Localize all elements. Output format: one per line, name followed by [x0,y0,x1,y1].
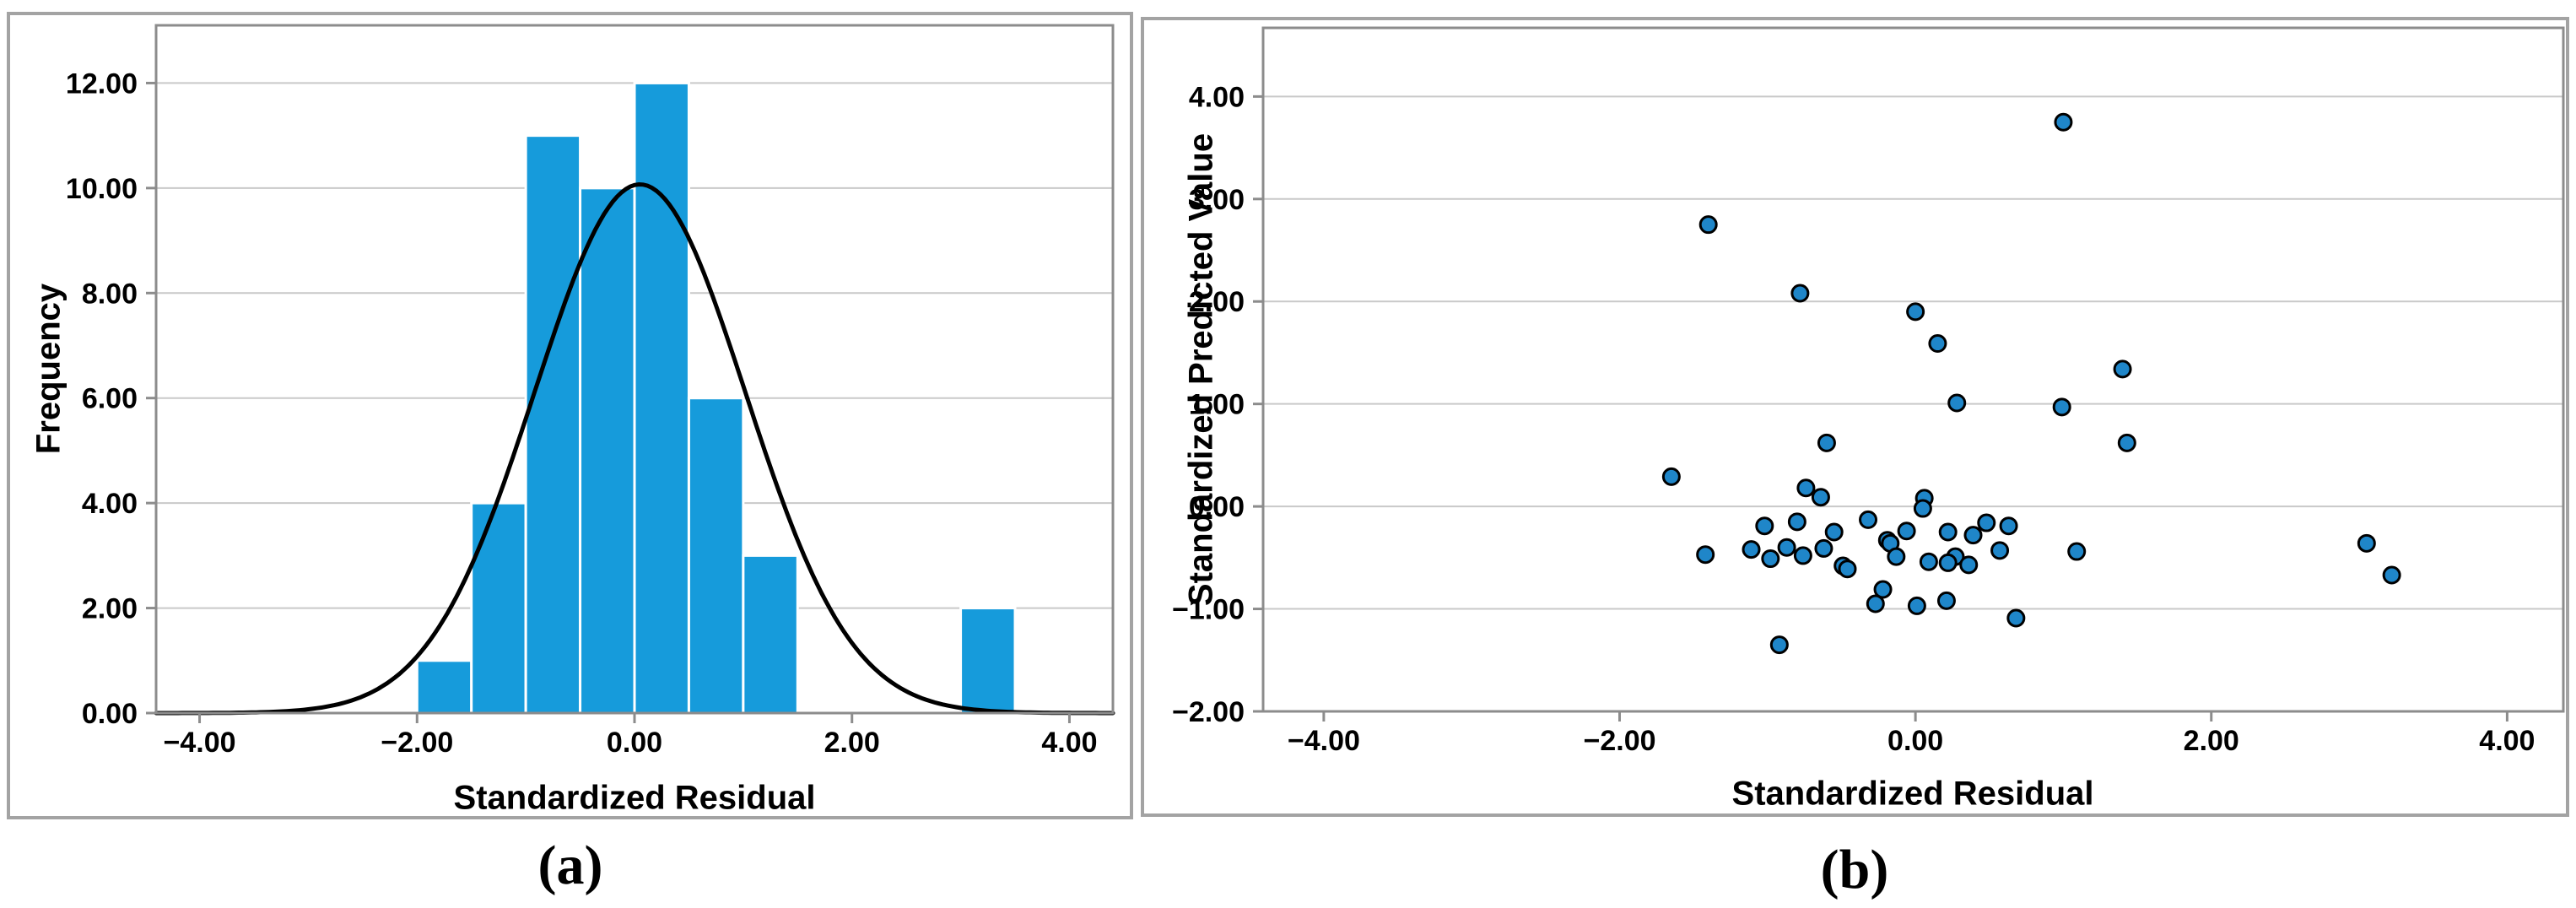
scatter-point [1793,546,1812,565]
y-tick-label: −2.00 [1172,696,1245,728]
panel-a-y-axis-title: Frequency [30,283,68,455]
scatter-point [1959,555,1979,575]
scatter-point [1977,513,1996,532]
scatter-point [1897,522,1916,541]
histogram-bar [742,554,799,715]
scatter-point [1947,393,1967,413]
scatter-point [1866,594,1885,613]
plot-box-spines [1261,26,2565,713]
scatter-point [1696,545,1715,565]
scatter-point [2067,542,2087,561]
x-tick-label: 4.00 [2479,725,2535,757]
y-tick-label: 2.00 [82,593,138,625]
x-tick-label: −2.00 [381,727,453,759]
histogram-bar [687,397,745,715]
scatter-point [1838,559,1857,579]
histogram-bar [470,501,527,715]
y-tick-label: 1.00 [1189,389,1245,421]
panel-b-caption: (b) [1820,839,1889,900]
histogram-plot-area: −4.00 −2.00 0.00 2.00 4.00 0.00 2.00 4.00 6.00 8.… [66,24,1115,759]
y-tick-label: 2.00 [1189,286,1245,318]
scatter-point [1814,538,1833,558]
y-tick-label: 0.00 [82,698,138,730]
scatter-point [1777,538,1796,557]
y-tick-label: −1.00 [1172,594,1245,626]
scatter-point [1907,596,1926,615]
scatter-point [1906,302,1925,322]
scatter-point [1990,541,2010,560]
scatter-point [1742,540,1761,559]
x-tick-label: −2.00 [1583,725,1655,757]
scatter-point [1698,215,1718,235]
x-tick-label: 4.00 [1041,727,1097,759]
y-tick-label: 12.00 [66,68,138,100]
scatter-point [1769,635,1789,655]
panel-b-x-axis-title: Standardized Residual [1731,775,2094,813]
panel-b-box [1141,17,2569,817]
scatter-point [1928,334,1947,354]
y-tick-label: 4.00 [1189,81,1245,113]
scatter-point [2006,608,2026,628]
y-tick-label: 0.00 [1189,491,1245,523]
scatter-point [2117,433,2136,452]
scatter-point [1887,547,1906,566]
scatter-point [1755,516,1774,536]
x-tick-label: −4.00 [164,727,236,759]
histogram-bar [579,186,636,715]
scatter-point [1790,284,1810,303]
x-tick-label: 2.00 [2184,725,2239,757]
scatter-point [1811,488,1830,507]
scatter-point [1938,522,1958,542]
scatter-point [2357,533,2376,553]
normal-curve [154,181,1115,716]
scatter-point [1963,526,1983,545]
scatter-point [1938,553,1958,572]
scatter-point [2113,359,2132,379]
x-tick-label: 0.00 [607,727,662,759]
y-tick-label: 6.00 [82,383,138,415]
histogram-bar [415,659,473,715]
scatter-point [1919,552,1938,571]
scatter-point [1859,510,1878,529]
y-tick-label: 8.00 [82,278,138,310]
scatter-point [1787,512,1806,532]
scatter-point [1999,516,2018,536]
scatter-point [2054,112,2073,132]
x-tick-label: 2.00 [824,727,880,759]
scatter-plot-area: −4.00 −2.00 0.00 2.00 4.00 −2.00 −1.00 0.00 1.00… [1172,26,2565,757]
scatter-point [1761,549,1780,569]
scatter-point [2382,565,2401,585]
panel-b-y-axis-title: Standardized Predicted Value [1182,132,1220,607]
x-tick-label: 0.00 [1887,725,1943,757]
y-tick-label: 4.00 [82,488,138,520]
histogram-bar [633,81,690,715]
y-tick-label: 3.00 [1189,184,1245,216]
scatter-point [1873,580,1893,599]
panel-a-caption: (a) [537,835,603,896]
scatter-point [1824,522,1844,542]
x-tick-label: −4.00 [1288,725,1360,757]
scatter-point [1796,478,1816,498]
y-tick-label: 10.00 [66,173,138,205]
scatter-point [1661,467,1681,486]
scatter-point [1936,591,1956,610]
scatter-point [1913,499,1932,518]
histogram-bar [959,607,1017,715]
scatter-point [2052,397,2071,417]
histogram-bar [524,134,582,715]
panel-a-x-axis-title: Standardized Residual [453,779,816,817]
scatter-point [1817,433,1836,452]
